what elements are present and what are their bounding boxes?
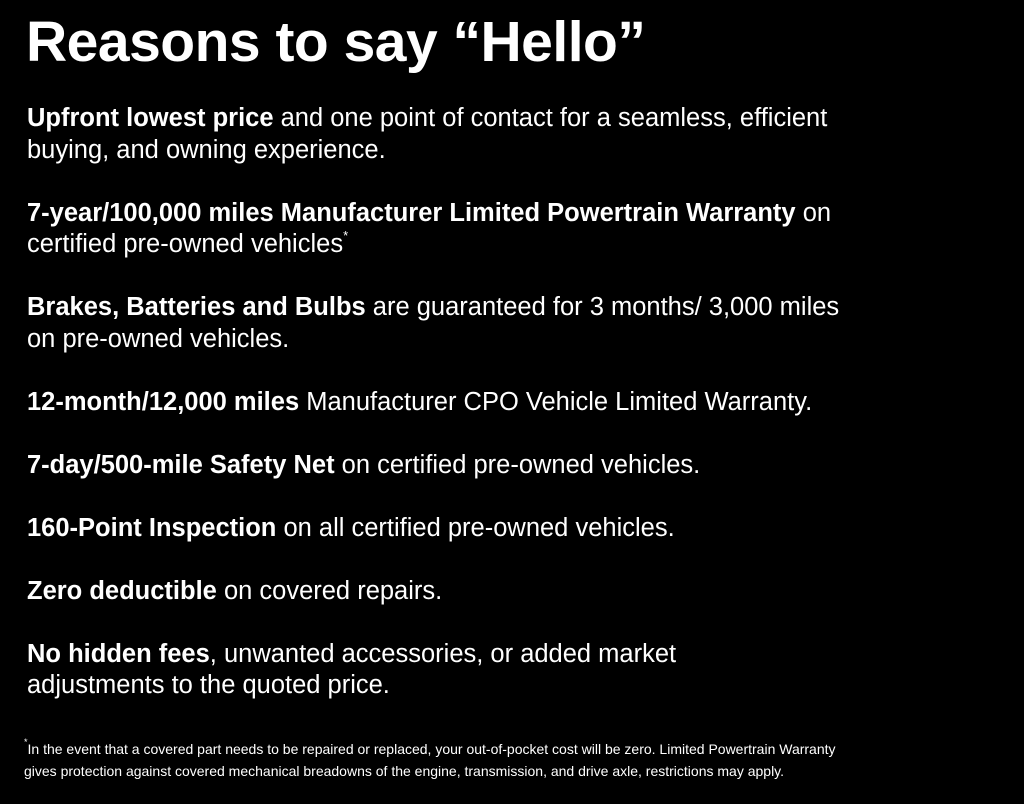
reason-text: buying, and owning experience. — [27, 135, 386, 164]
reason-text: Manufacturer CPO Vehicle Limited Warrant… — [299, 387, 813, 416]
reason-text: on pre-owned vehicles. — [27, 324, 290, 353]
footnote-text: In the event that a covered part needs t… — [27, 741, 836, 757]
footnote-text: gives protection against covered mechani… — [24, 763, 785, 779]
reason-highlight: Upfront lowest price — [27, 104, 274, 132]
reason-highlight: Zero deductible — [27, 576, 217, 605]
reason-highlight: 7-year/100,000 miles Manufacturer Limite… — [27, 198, 796, 227]
reason-item: Upfront lowest price and one point of co… — [27, 103, 987, 166]
reason-text: on all certified pre-owned vehicles. — [276, 513, 675, 542]
page-title: Reasons to say “Hello” — [26, 10, 646, 74]
reason-text: on — [795, 198, 832, 227]
reason-text: certified pre-owned vehicles — [27, 230, 344, 258]
reason-item: No hidden fees, unwanted accessories, or… — [27, 639, 987, 702]
reason-item: Brakes, Batteries and Bulbs are guarante… — [27, 292, 987, 355]
reason-highlight: 160-Point Inspection — [27, 513, 277, 542]
reasons-list: Upfront lowest price and one point of co… — [27, 103, 987, 733]
reason-text: on covered repairs. — [216, 576, 443, 605]
footnote-marker: * — [343, 228, 349, 243]
reason-text: and one point of contact for a seamless,… — [273, 104, 828, 132]
reason-item: 7-year/100,000 miles Manufacturer Limite… — [27, 198, 987, 261]
reason-highlight: 12-month/12,000 miles — [27, 387, 300, 416]
reason-item: Zero deductible on covered repairs. — [27, 576, 987, 608]
footnote: *In the event that a covered part needs … — [24, 738, 1004, 782]
reason-text: adjustments to the quoted price. — [27, 671, 390, 699]
footnote-marker: * — [24, 737, 28, 747]
reason-highlight: Brakes, Batteries and Bulbs — [27, 293, 366, 321]
reason-text: , unwanted accessories, or added market — [209, 639, 677, 668]
reason-item: 160-Point Inspection on all certified pr… — [27, 513, 987, 545]
reason-item: 12-month/12,000 miles Manufacturer CPO V… — [27, 387, 987, 419]
reason-highlight: No hidden fees — [27, 639, 210, 668]
reason-highlight: 7-day/500-mile Safety Net — [27, 450, 335, 479]
reason-text: are guaranteed for 3 months/ 3,000 miles — [365, 293, 840, 321]
reason-text: on certified pre-owned vehicles. — [334, 450, 701, 479]
reason-item: 7-day/500-mile Safety Net on certified p… — [27, 450, 987, 482]
